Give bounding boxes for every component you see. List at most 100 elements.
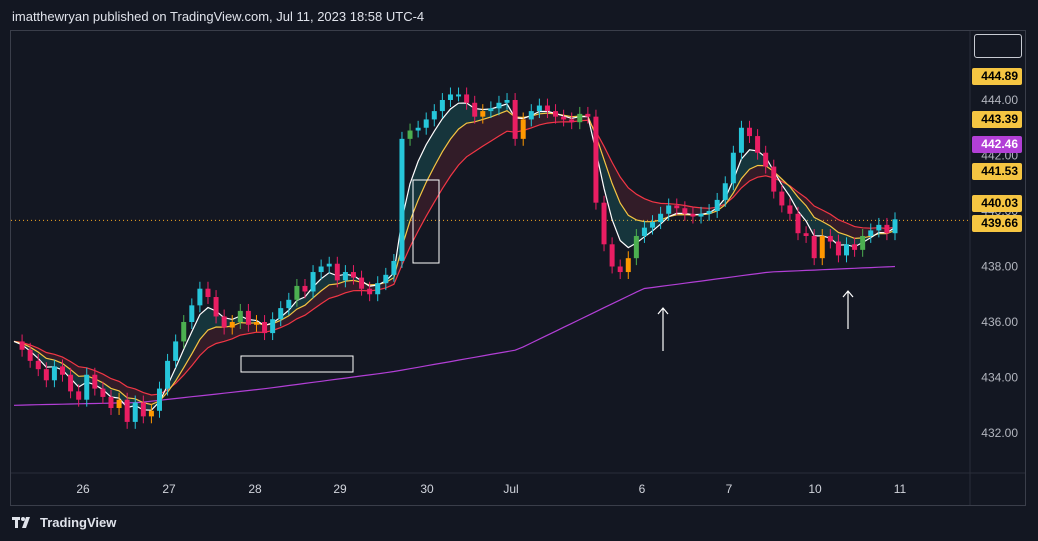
candle-body xyxy=(641,227,647,236)
tradingview-logo-icon xyxy=(12,516,30,528)
candle-body xyxy=(504,100,510,103)
candle-body xyxy=(868,230,874,236)
candle-body xyxy=(423,119,429,128)
candle-body xyxy=(569,119,575,123)
candle-body xyxy=(447,94,453,100)
candle-body xyxy=(827,235,833,242)
candle-body xyxy=(658,213,664,223)
price-label-badge xyxy=(972,68,1022,85)
candle-body xyxy=(132,402,138,422)
candle-body xyxy=(617,266,623,273)
x-tick-label: 30 xyxy=(420,482,434,496)
annotation-rectangle xyxy=(240,355,354,373)
x-tick-label: 29 xyxy=(333,482,347,496)
candle-body xyxy=(399,138,405,261)
y-tick-label: 444.00 xyxy=(981,93,1018,107)
candle-body xyxy=(27,349,33,361)
candle-body xyxy=(205,288,211,298)
candle-body xyxy=(593,116,599,203)
price-label-value: 443.39 xyxy=(981,112,1018,126)
candle-body xyxy=(407,130,413,139)
candle-body xyxy=(536,105,542,112)
candle-body xyxy=(367,288,373,295)
candle-body xyxy=(415,127,421,131)
ema-long-line xyxy=(13,265,896,406)
candle-body xyxy=(294,285,300,300)
brand-label: TradingView xyxy=(40,515,117,530)
y-tick-label: 438.00 xyxy=(981,260,1018,274)
candle-body xyxy=(585,113,591,117)
candle-body xyxy=(771,166,777,192)
price-label-badge xyxy=(972,195,1022,212)
candle-body xyxy=(148,410,154,417)
candle-body xyxy=(156,388,162,411)
candle-body xyxy=(464,94,470,103)
candle-body xyxy=(577,113,583,123)
candle-body xyxy=(666,205,672,214)
x-tick-label: 28 xyxy=(248,482,262,496)
candle-body xyxy=(213,297,219,317)
candle-body xyxy=(803,233,809,236)
candle-body xyxy=(391,260,397,275)
publish-info: imatthewryan published on TradingView.co… xyxy=(12,9,425,24)
ribbon-mid-slow xyxy=(14,110,895,405)
candle-body xyxy=(480,111,486,117)
x-tick-label: 6 xyxy=(639,482,646,496)
candle-body xyxy=(779,191,785,206)
x-tick-label: 27 xyxy=(162,482,176,496)
candle-body xyxy=(730,152,736,184)
price-label-badge xyxy=(972,163,1022,180)
x-tick-label: 10 xyxy=(808,482,822,496)
candle-body xyxy=(173,341,179,361)
candle-body xyxy=(714,199,720,211)
candle-body xyxy=(302,285,308,292)
candle-body xyxy=(318,266,324,273)
candle-body xyxy=(92,374,98,389)
candle-body xyxy=(237,310,243,322)
price-label-value: 444.89 xyxy=(981,69,1018,83)
candle-body xyxy=(383,274,389,284)
x-tick-label: 26 xyxy=(76,482,90,496)
candle-body xyxy=(553,111,559,117)
candle-body xyxy=(520,119,526,139)
candle-body xyxy=(439,100,445,112)
candle-body xyxy=(795,213,801,234)
candle-body xyxy=(84,374,90,400)
candle-body xyxy=(456,94,462,97)
candle-body xyxy=(690,213,696,217)
candle-body xyxy=(787,205,793,214)
candle-body xyxy=(706,211,712,214)
price-label-value: 441.53 xyxy=(981,164,1018,178)
candle-body xyxy=(197,288,203,306)
x-tick-label: Jul xyxy=(503,482,518,496)
annotation-rectangle xyxy=(412,179,440,264)
candle-body xyxy=(633,235,639,259)
candle-body xyxy=(19,341,25,350)
candle-body xyxy=(698,213,704,217)
legend-toggle[interactable] xyxy=(974,34,1022,58)
chart-frame xyxy=(10,30,1026,506)
candle-body xyxy=(860,235,866,250)
candle-body xyxy=(512,100,518,139)
candle-body xyxy=(165,360,171,389)
tradingview-brand: TradingView xyxy=(12,515,116,530)
candle-body xyxy=(76,391,82,400)
candle-body xyxy=(528,111,534,120)
candle-body xyxy=(674,205,680,209)
candle-body xyxy=(561,116,567,120)
y-tick-label: 434.00 xyxy=(981,371,1018,385)
candle-body xyxy=(253,322,259,325)
candle-body xyxy=(738,127,744,153)
candle-body xyxy=(245,310,251,325)
price-label-badge xyxy=(972,111,1022,128)
candle-body xyxy=(819,235,825,259)
candle-body xyxy=(472,102,478,117)
candle-body xyxy=(852,244,858,250)
candle-body xyxy=(229,322,235,328)
candle-body xyxy=(601,202,607,245)
candle-body xyxy=(286,299,292,309)
candle-body xyxy=(811,235,817,259)
candle-body xyxy=(747,127,753,137)
price-label-value: 442.46 xyxy=(981,137,1018,151)
